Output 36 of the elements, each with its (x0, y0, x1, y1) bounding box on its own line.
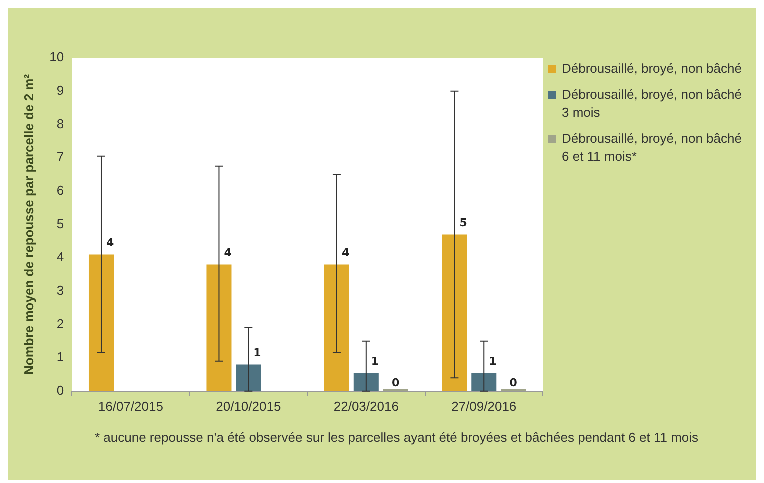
y-tick-label: 5 (56, 216, 64, 232)
data-label: 5 (460, 216, 468, 230)
y-axis-title: Nombre moyen de repousse par parcelle de 2 m² (21, 74, 36, 375)
y-tick-label: 2 (56, 316, 64, 332)
data-label: 4 (106, 236, 114, 250)
bar (236, 364, 262, 392)
y-tick-label: 0 (56, 382, 64, 398)
bar (354, 373, 379, 392)
x-tick-label: 22/03/2016 (334, 398, 399, 414)
legend-label: Débrousaillé, broyé, non bâché 6 et 11 mois* (562, 130, 743, 166)
x-tick-label: 16/07/2015 (98, 398, 164, 414)
bar (206, 264, 232, 392)
legend-label: Débrousaillé, broyé, non bâché (562, 60, 742, 78)
data-label: 4 (342, 246, 350, 260)
legend-label: Débrousaillé, broyé, non bâché 3 mois (562, 86, 743, 122)
y-tick-label: 7 (56, 150, 64, 165)
y-tick-label: 6 (56, 182, 64, 198)
y-tick-label: 1 (56, 350, 64, 365)
x-tick-label: 20/10/2015 (216, 398, 282, 414)
data-label: 4 (224, 246, 232, 260)
x-tick-label: 27/09/2016 (452, 398, 517, 414)
data-label: 1 (371, 355, 380, 368)
bar (442, 234, 468, 392)
y-tick-label: 9 (56, 82, 64, 98)
bar (472, 373, 497, 392)
y-tick-label: 4 (56, 250, 64, 265)
y-tick-label: 8 (56, 116, 64, 132)
data-label: 0 (510, 376, 518, 390)
data-label: 1 (489, 355, 497, 368)
y-tick-label: 3 (56, 282, 64, 298)
y-tick-label: 10 (50, 50, 64, 65)
data-label: 0 (392, 376, 400, 390)
bar (324, 264, 350, 392)
text: * aucune repousse n'a été observée sur les parcelles ayant été broyées et bâchées pendant 6 et 11 mois (95, 430, 700, 445)
bar (88, 254, 114, 392)
data-label: 1 (254, 346, 262, 360)
